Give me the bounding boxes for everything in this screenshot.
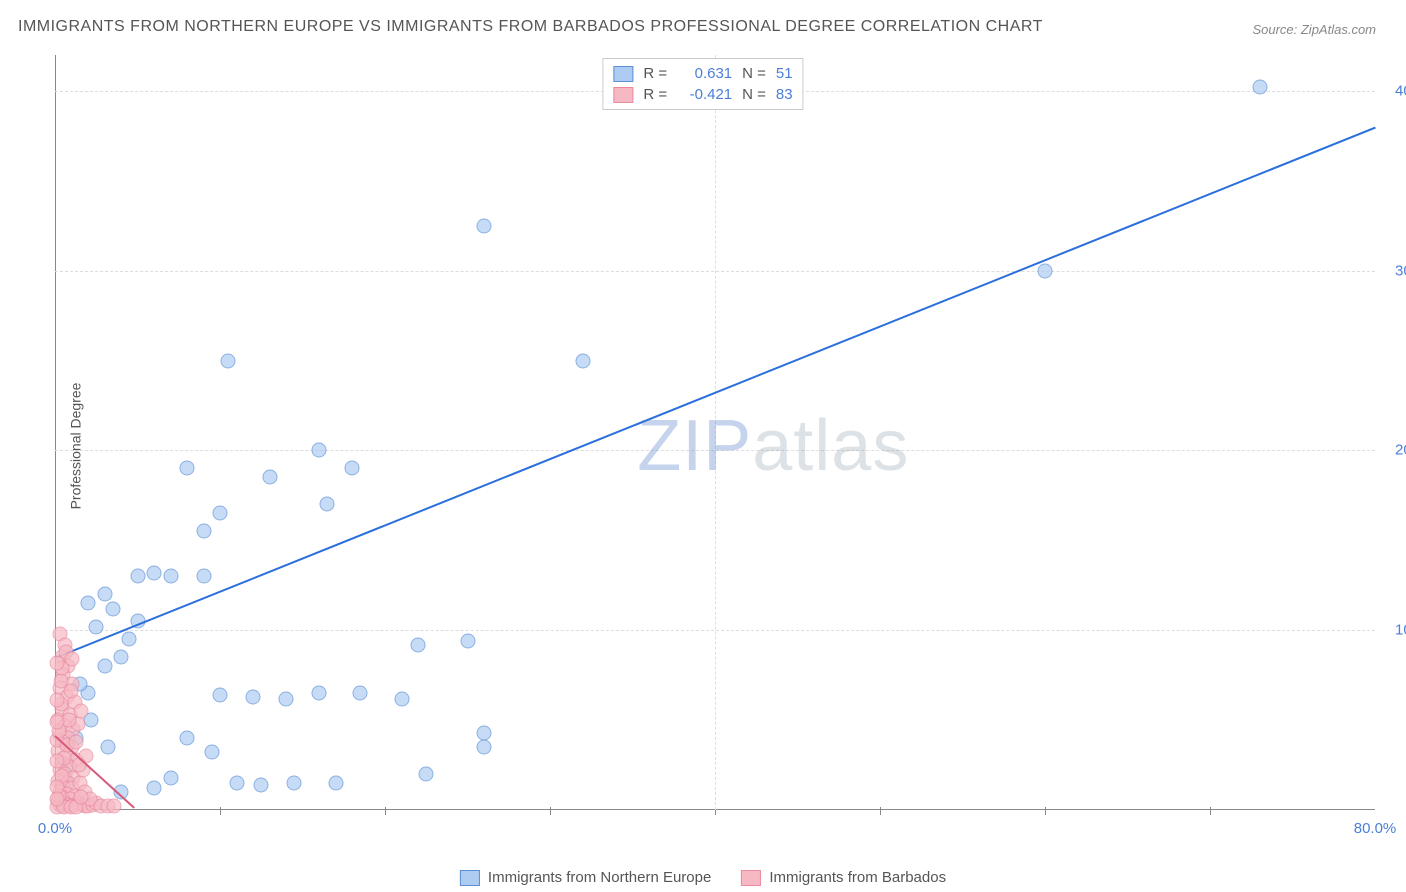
scatter-point [460, 634, 475, 649]
scatter-point [229, 776, 244, 791]
scatter-point [254, 777, 269, 792]
scatter-point [262, 470, 277, 485]
scatter-point [312, 686, 327, 701]
legend-r-label: R = [643, 63, 667, 84]
scatter-point [411, 637, 426, 652]
scatter-point [394, 691, 409, 706]
legend-swatch [613, 87, 633, 103]
scatter-point [114, 650, 129, 665]
scatter-point [477, 725, 492, 740]
legend-r-value: -0.421 [677, 84, 732, 105]
x-tick-mark [1210, 807, 1211, 815]
x-tick-mark [880, 807, 881, 815]
scatter-point [246, 689, 261, 704]
y-tick-label: 10.0% [1380, 622, 1406, 639]
scatter-point [180, 731, 195, 746]
scatter-point [477, 218, 492, 233]
scatter-point [1252, 80, 1267, 95]
scatter-point [73, 790, 88, 805]
scatter-point [97, 659, 112, 674]
scatter-point [49, 714, 64, 729]
scatter-point [477, 740, 492, 755]
scatter-point [419, 767, 434, 782]
scatter-point [122, 632, 137, 647]
scatter-point [196, 524, 211, 539]
legend-swatch [741, 870, 761, 886]
scatter-point [163, 569, 178, 584]
scatter-point [147, 781, 162, 796]
legend-n-value: 83 [776, 84, 793, 105]
scatter-point [81, 596, 96, 611]
scatter-point [130, 569, 145, 584]
legend-n-label: N = [742, 84, 766, 105]
scatter-point [180, 461, 195, 476]
x-tick-label: 0.0% [38, 820, 72, 837]
y-tick-label: 20.0% [1380, 442, 1406, 459]
scatter-point [213, 687, 228, 702]
scatter-point [345, 461, 360, 476]
scatter-point [163, 770, 178, 785]
scatter-point [100, 740, 115, 755]
x-tick-mark [385, 807, 386, 815]
legend-n-value: 51 [776, 63, 793, 84]
scatter-point [320, 497, 335, 512]
scatter-point [63, 684, 78, 699]
legend-r-value: 0.631 [677, 63, 732, 84]
scatter-point [89, 619, 104, 634]
scatter-point [49, 792, 64, 807]
scatter-point [353, 686, 368, 701]
legend-swatch [613, 66, 633, 82]
legend-row: R = -0.421 N = 83 [613, 84, 792, 105]
y-tick-label: 30.0% [1380, 262, 1406, 279]
x-tick-mark [550, 807, 551, 815]
legend-item: Immigrants from Northern Europe [460, 869, 711, 886]
y-tick-label: 40.0% [1380, 82, 1406, 99]
scatter-point [328, 776, 343, 791]
scatter-point [213, 506, 228, 521]
scatter-point [105, 601, 120, 616]
scatter-point [49, 655, 64, 670]
legend-r-label: R = [643, 84, 667, 105]
gridline-v [715, 55, 716, 810]
legend-label: Immigrants from Barbados [769, 869, 946, 886]
plot-area: 10.0%20.0%30.0%40.0%0.0%80.0% [55, 55, 1375, 845]
legend-n-label: N = [742, 63, 766, 84]
scatter-point [74, 704, 89, 719]
x-tick-mark [1045, 807, 1046, 815]
scatter-point [312, 443, 327, 458]
legend-label: Immigrants from Northern Europe [488, 869, 711, 886]
scatter-point [50, 754, 65, 769]
scatter-point [107, 799, 122, 814]
scatter-point [287, 776, 302, 791]
scatter-point [576, 353, 591, 368]
legend-item: Immigrants from Barbados [741, 869, 946, 886]
scatter-point [196, 569, 211, 584]
source-label: Source: ZipAtlas.com [1252, 22, 1376, 37]
scatter-point [221, 353, 236, 368]
legend-swatch [460, 870, 480, 886]
scatter-point [204, 745, 219, 760]
x-tick-mark [220, 807, 221, 815]
correlation-legend: R = 0.631 N = 51 R = -0.421 N = 83 [602, 58, 803, 110]
scatter-point [147, 565, 162, 580]
scatter-point [1038, 263, 1053, 278]
series-legend: Immigrants from Northern Europe Immigrant… [460, 869, 946, 886]
legend-row: R = 0.631 N = 51 [613, 63, 792, 84]
scatter-point [50, 693, 65, 708]
scatter-point [65, 652, 80, 667]
scatter-point [97, 587, 112, 602]
chart-title: IMMIGRANTS FROM NORTHERN EUROPE VS IMMIG… [18, 18, 1043, 36]
scatter-point [68, 734, 83, 749]
x-tick-label: 80.0% [1354, 820, 1397, 837]
scatter-point [279, 691, 294, 706]
